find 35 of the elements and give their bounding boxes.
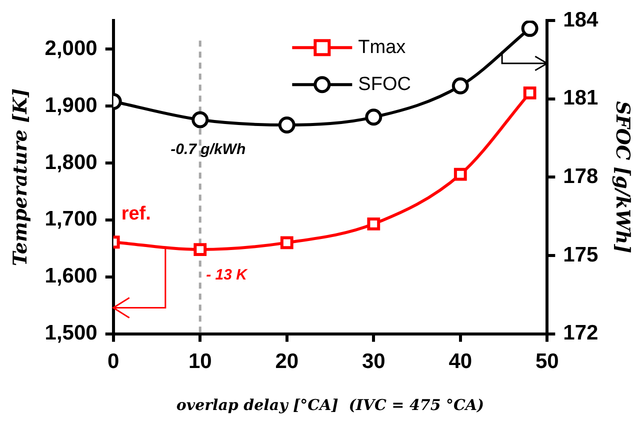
y-tick-label: 1,700 [44, 208, 98, 231]
x-tick-label: 0 [108, 350, 120, 374]
y-tick-label: 1,800 [44, 150, 98, 174]
legend-label: SFOC [358, 74, 411, 95]
y-tick-label: 2,000 [44, 36, 98, 60]
x-axis-title: overlap delay [°CA] (IVC = 475 °CA) [176, 396, 484, 414]
y2-tick-label: 172 [563, 322, 598, 345]
y2-tick-label: 184 [563, 8, 599, 32]
y2-tick-label: 178 [563, 164, 599, 188]
annotation: -0.7 g/kWh [170, 140, 246, 158]
y-axis-title: Temperature [K] [9, 88, 32, 266]
x-tick-label: 40 [448, 350, 472, 374]
point [367, 217, 380, 230]
point [452, 77, 469, 94]
point [454, 168, 467, 181]
point [278, 116, 296, 134]
x-tick-label: 50 [535, 350, 559, 374]
point [521, 20, 538, 37]
x-tick-label: 10 [188, 350, 212, 374]
point [523, 86, 536, 100]
y2-tick-label: 181 [563, 86, 599, 110]
point [365, 108, 382, 126]
y2-axis-title: SFOC [g/kWh] [612, 101, 634, 254]
point [192, 111, 209, 128]
annotation: ref. [121, 203, 151, 224]
point [280, 236, 294, 250]
point [194, 243, 207, 256]
y-tick-label: 1,600 [44, 264, 98, 288]
y-tick-label: 1,900 [44, 94, 98, 117]
annotation: - 13 K [206, 266, 248, 284]
y2-tick-label: 175 [563, 243, 599, 266]
legend-label: Tmax [358, 36, 406, 58]
y-tick-label: 1,500 [44, 322, 98, 345]
x-tick-label: 30 [362, 350, 386, 374]
x-tick-label: 20 [275, 350, 299, 374]
